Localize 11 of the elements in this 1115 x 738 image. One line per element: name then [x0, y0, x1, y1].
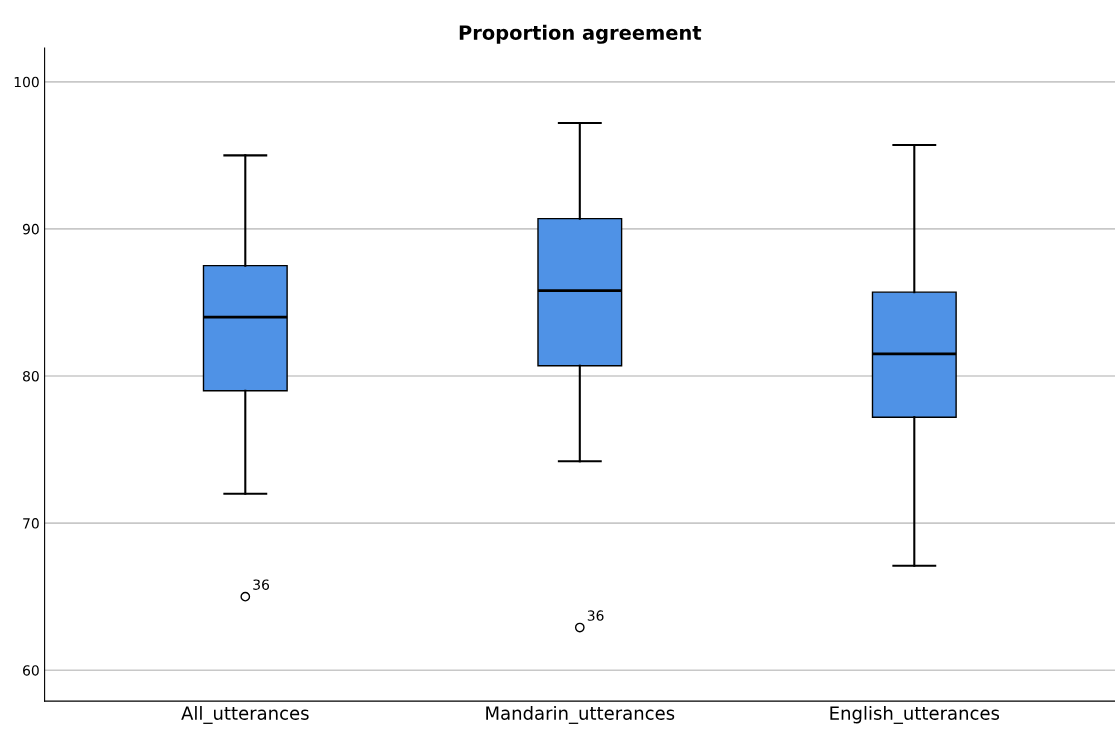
annotation: 36 — [587, 610, 604, 621]
x-tick-label: Mandarin_utterances — [486, 705, 675, 724]
y-tick-label: 70 — [23, 518, 39, 529]
chart-title: Proportion agreement — [459, 24, 702, 44]
x-tick-label: All_utterances — [181, 705, 309, 724]
y-tick-label: 80 — [23, 370, 39, 382]
y-tick-label: 60 — [23, 665, 39, 676]
y-tick-label: 90 — [22, 223, 39, 235]
annotation: 36 — [253, 579, 270, 590]
x-tick-label: English_utterances — [830, 705, 1000, 724]
y-tick-label: 100 — [14, 76, 39, 88]
